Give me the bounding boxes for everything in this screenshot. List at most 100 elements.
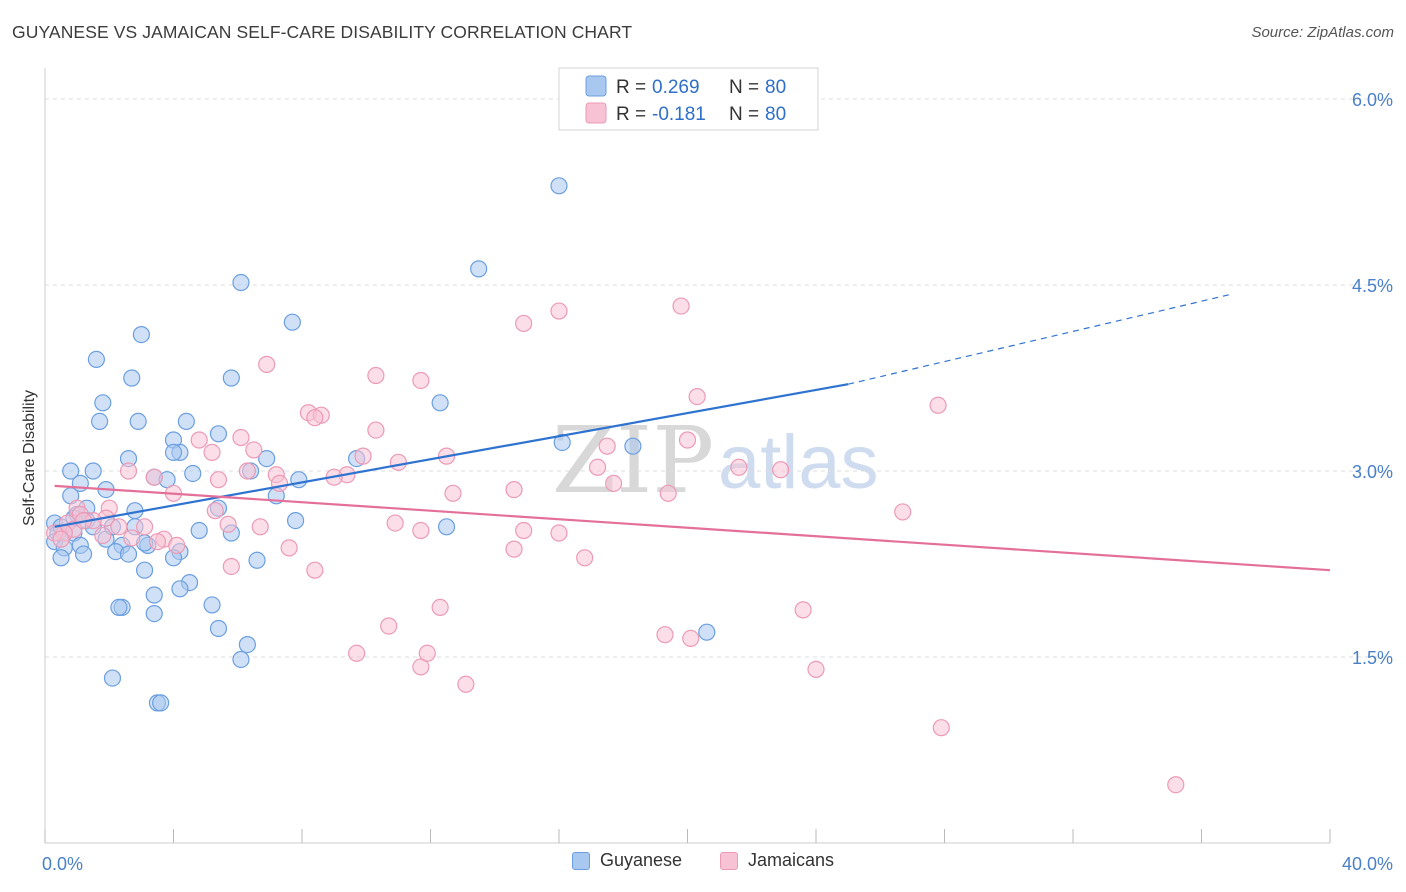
jamaicans-swatch [720, 851, 738, 870]
guyanese-point [152, 694, 170, 712]
series-legend: Guyanese Jamaicans [0, 850, 1406, 871]
guyanese-point [209, 619, 228, 638]
guyanese-point [470, 260, 488, 278]
guyanese-point [624, 437, 642, 455]
guyanese-point [290, 471, 308, 489]
guyanese-point [129, 412, 147, 430]
guyanese-point [119, 545, 138, 563]
guyanese-point [110, 598, 128, 617]
guyanese-point [209, 425, 228, 443]
jamaicans-point [145, 468, 163, 486]
jamaicans-point [1167, 776, 1185, 794]
legend-r-value: 0.269 [652, 77, 700, 98]
legend-r-label: R = [616, 104, 646, 125]
jamaicans-point [932, 719, 950, 737]
jamaicans-point [588, 458, 607, 476]
jamaicans-point [386, 514, 404, 532]
guyanese-swatch [571, 851, 590, 870]
jamaicans-point [659, 484, 677, 502]
guyanese-point [283, 313, 301, 331]
guyanese-point [145, 586, 163, 604]
jamaicans-point [258, 355, 276, 373]
legend-item-guyanese: Guyanese [571, 850, 682, 871]
guyanese-point [84, 462, 102, 480]
guyanese-point [258, 450, 276, 468]
jamaicans-point [444, 484, 462, 502]
jamaicans-point [52, 530, 70, 548]
jamaicans-point [119, 462, 138, 480]
jamaicans-point [550, 524, 568, 542]
axes [44, 68, 1331, 844]
jamaicans-point [245, 441, 263, 459]
guyanese-point [171, 580, 189, 598]
legend-label-guyanese: Guyanese [599, 850, 682, 870]
y-tick-label: 3.0% [1352, 462, 1393, 482]
jamaicans-point [678, 431, 697, 449]
jamaicans-point [190, 431, 208, 449]
guyanese-point [135, 561, 154, 579]
jamaicans-point [772, 461, 790, 479]
jamaicans-point [730, 458, 748, 476]
jamaicans-trend-line [54, 484, 1331, 572]
guyanese-point [123, 369, 141, 387]
chart-source: Source: ZipAtlas.com [1251, 24, 1394, 41]
legend-n-value: 80 [765, 77, 786, 98]
legend-n-value: 80 [765, 104, 786, 125]
legend-r-label: R = [616, 77, 646, 98]
guyanese-point [232, 273, 250, 292]
trend-lines [54, 293, 1331, 572]
watermark-zip: ZIP [552, 407, 714, 514]
jamaicans-point [515, 314, 533, 333]
jamaicans-point [219, 515, 237, 533]
jamaicans-point [656, 626, 674, 644]
guyanese-point [286, 511, 305, 530]
jamaicans-point [894, 503, 912, 521]
jamaicans-point [94, 526, 112, 545]
jamaicans-point [412, 521, 430, 540]
jamaicans-point [148, 533, 167, 551]
x-tick-label: 40.0% [1342, 854, 1393, 874]
guyanese-point [164, 443, 183, 461]
jamaicans-point [418, 644, 436, 662]
jamaicans-point [576, 549, 594, 567]
guyanese-point [145, 604, 163, 623]
jamaicans-point [412, 371, 430, 390]
jamaicans-point [688, 388, 706, 406]
guyanese-point [437, 518, 456, 536]
chart-title: GUYANESE VS JAMAICAN SELF-CARE DISABILIT… [12, 22, 633, 42]
guyanese-trend-extension [847, 293, 1234, 385]
jamaicans-point [380, 617, 398, 635]
jamaicans-point [794, 601, 812, 619]
guyanese-point [184, 464, 202, 483]
jamaicans-point [168, 536, 186, 555]
jamaicans-point [306, 409, 324, 427]
legend-r-value: -0.181 [652, 104, 706, 125]
legend-label-jamaicans: Jamaicans [748, 850, 835, 870]
guyanese-point [91, 412, 109, 430]
jamaicans-point [515, 521, 533, 540]
y-tick-label: 6.0% [1352, 90, 1393, 110]
guyanese-point [248, 551, 266, 569]
jamaicans-point [682, 629, 700, 648]
jamaicans-point [367, 366, 385, 385]
jamaicans-point [206, 502, 224, 520]
y-tick-label: 4.5% [1352, 276, 1393, 296]
x-tick-labels: 0.0% 40.0% [42, 854, 1393, 874]
jamaicans-point [550, 302, 568, 320]
jamaicans-point [270, 474, 289, 492]
x-tick-label: 0.0% [42, 854, 83, 874]
jamaicans-point [110, 518, 128, 536]
guyanese-point [94, 394, 112, 412]
guyanese-point [431, 394, 449, 412]
jamaicans-point [135, 518, 154, 536]
legend-swatch [585, 75, 607, 97]
jamaicans-point [348, 644, 366, 662]
jamaicans-point [389, 453, 407, 471]
guyanese-point [74, 545, 93, 563]
guyanese-point [62, 462, 80, 480]
legend-swatch [585, 102, 607, 124]
guyanese-point [698, 623, 716, 641]
guyanese-point [203, 596, 221, 614]
y-axis-title: Self-Care Disability [21, 390, 38, 526]
guyanese-point [132, 326, 150, 344]
